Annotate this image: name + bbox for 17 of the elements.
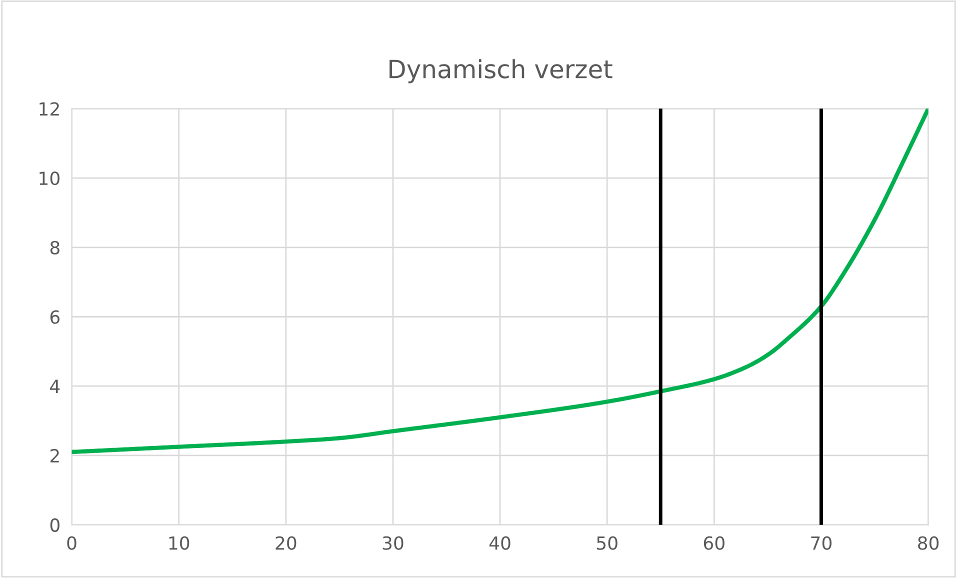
x-tick-label: 20 xyxy=(276,536,296,550)
x-tick-label: 0 xyxy=(67,536,76,550)
y-tick-label: 6 xyxy=(50,310,60,324)
x-tick-label: 50 xyxy=(597,536,618,550)
x-tick-label: 40 xyxy=(489,536,510,550)
x-tick-label: 60 xyxy=(704,536,724,550)
x-tick-label: 10 xyxy=(169,536,190,550)
y-tick-label: 8 xyxy=(50,240,60,254)
y-tick-label: 10 xyxy=(40,171,60,186)
y-tick-label: 2 xyxy=(50,448,59,462)
x-tick-label: 30 xyxy=(382,536,404,550)
y-tick-label: 0 xyxy=(50,518,60,532)
y-tick-label: 12 xyxy=(40,102,59,116)
x-tick-label: 80 xyxy=(918,536,939,550)
x-tick-label: 70 xyxy=(811,536,832,550)
y-tick-label: 4 xyxy=(50,380,60,393)
chart-title: Dynamisch verzet xyxy=(390,59,612,84)
